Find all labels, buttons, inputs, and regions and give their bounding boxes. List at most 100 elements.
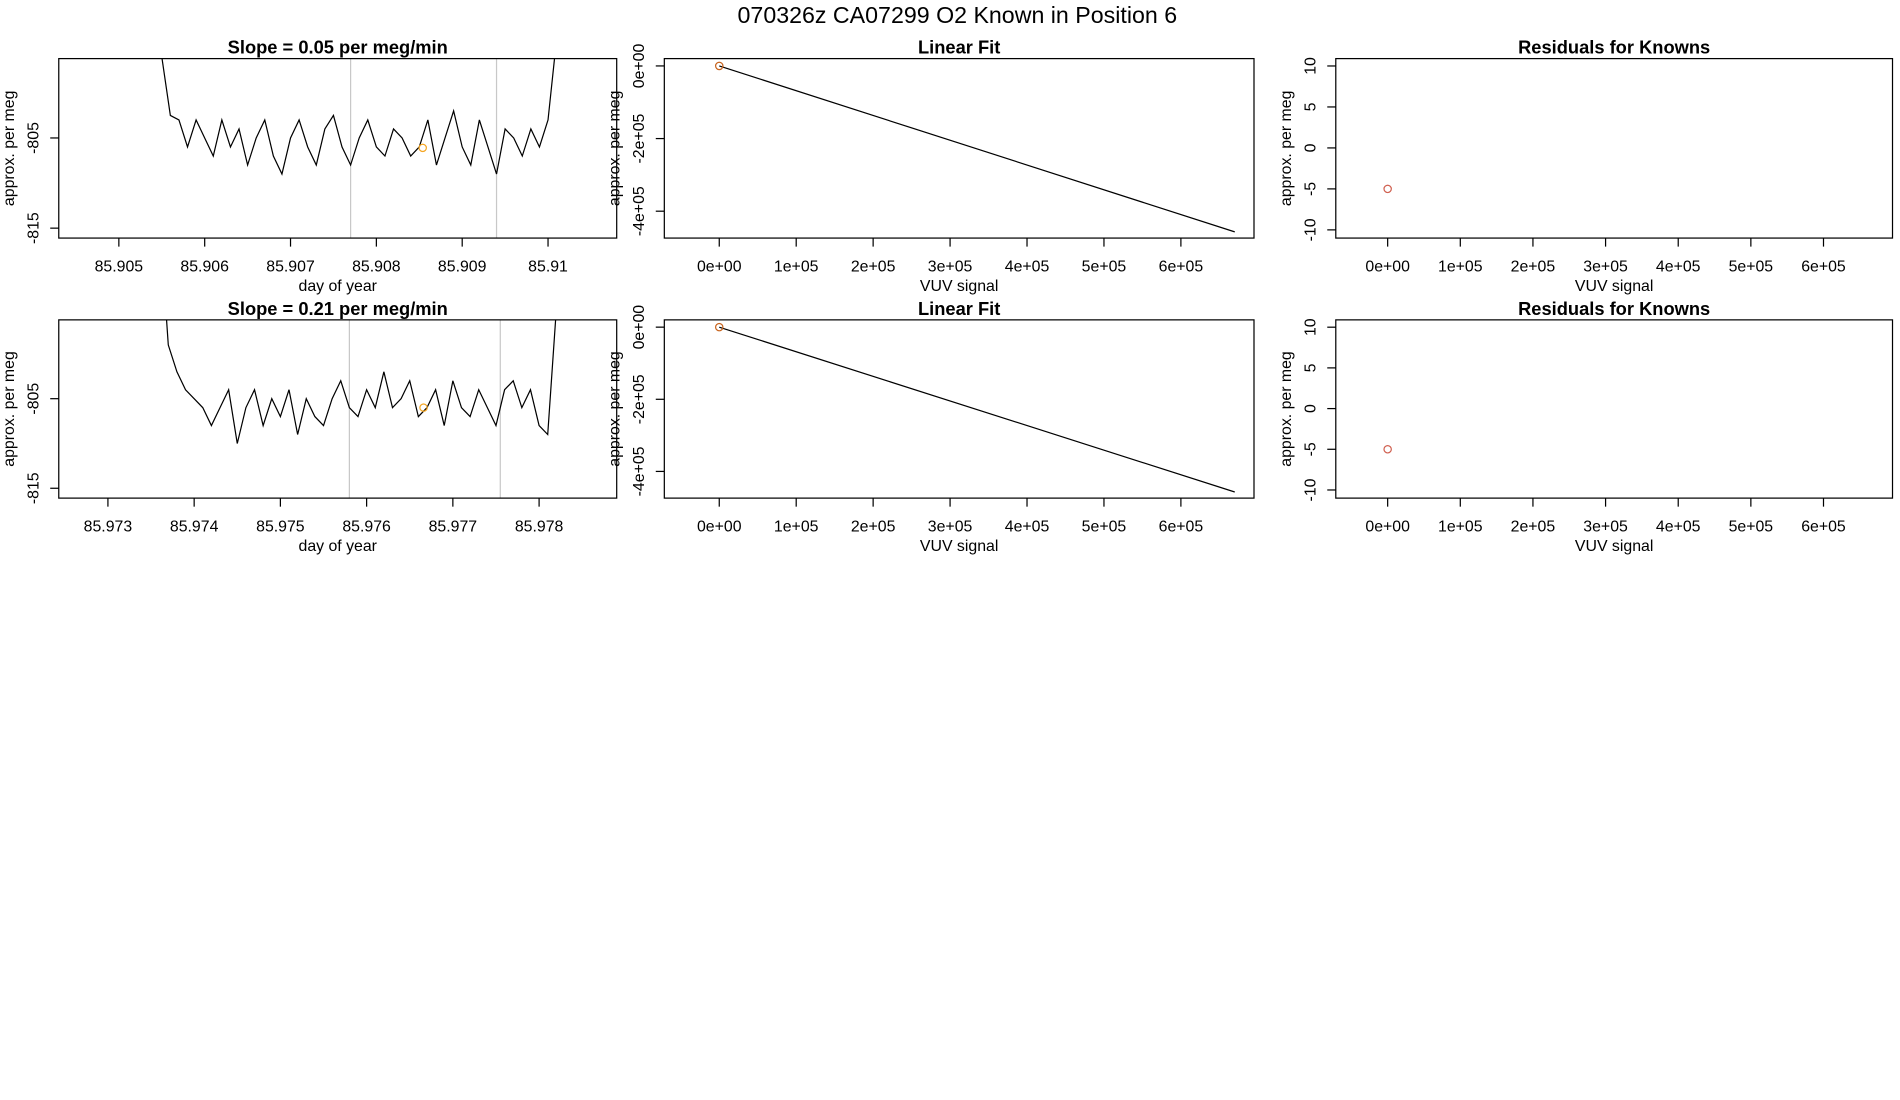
y-axis-label: approx. per meg: [1, 351, 18, 466]
x-tick-label: 0e+00: [697, 259, 742, 276]
plot-area: [714, 61, 1235, 233]
x-axis-label: VUV signal: [920, 538, 998, 555]
plot-area: [161, 58, 556, 239]
x-tick-label: 2e+05: [1511, 259, 1556, 276]
y-tick-label: -815: [26, 212, 43, 244]
line: [161, 58, 556, 176]
point: [1383, 184, 1392, 194]
chart-title: Slope = 0.05 per meg/min: [228, 37, 448, 58]
x-tick-label: 85.905: [95, 259, 144, 276]
y-tick-label: -10: [1303, 218, 1320, 241]
y-tick-label: 10: [1303, 318, 1320, 336]
x-axis-label: VUV signal: [1575, 278, 1653, 295]
y-axis-label: approx. per meg: [1278, 351, 1295, 466]
x-tick-label: 85.909: [438, 259, 487, 276]
x-tick-label: 4e+05: [1005, 259, 1050, 276]
y-tick-label: -5: [1303, 442, 1320, 456]
panel: Residuals for Knowns VUV signal approx. pe…: [1278, 37, 1894, 295]
chart-title: Residuals for Knowns: [1518, 37, 1710, 58]
x-tick-label: 85.974: [170, 519, 219, 536]
plot-frame: [58, 57, 618, 239]
x-tick-label: 85.978: [515, 519, 564, 536]
y-axis-label: approx. per meg: [607, 351, 624, 466]
point: [419, 403, 428, 412]
point: [418, 143, 427, 153]
plot-frame: [1335, 57, 1894, 239]
x-tick-label: 0e+00: [1365, 519, 1410, 536]
plot-area: [1383, 184, 1392, 194]
x-tick-label: 0e+00: [697, 519, 742, 536]
panel: Slope = 0.05 per meg/min day of year appro…: [1, 37, 618, 295]
line: [719, 65, 1235, 233]
x-tick-label: 1e+05: [774, 519, 819, 536]
x-tick-label: 4e+05: [1656, 259, 1701, 276]
y-tick-label: -4e+05: [631, 186, 648, 236]
x-tick-label: 85.906: [180, 259, 229, 276]
y-tick-label: -805: [26, 383, 43, 415]
plot-frame: [663, 319, 1255, 499]
x-tick-label: 0e+00: [1365, 259, 1410, 276]
x-axis-label: VUV signal: [920, 278, 998, 295]
line: [165, 319, 557, 444]
x-tick-label: 5e+05: [1082, 519, 1127, 536]
panel: Linear Fit VUV signal approx. per meg 0e+00…: [607, 37, 1255, 295]
y-tick-label: -805: [26, 122, 43, 154]
plot-area: [1383, 445, 1392, 454]
y-tick-label: 0: [1303, 404, 1320, 413]
y-tick-label: 0e+00: [631, 43, 648, 88]
x-tick-label: 85.976: [342, 519, 391, 536]
y-tick-label: 5: [1303, 102, 1320, 111]
x-tick-label: 85.91: [528, 259, 568, 276]
plot-frame: [1335, 319, 1894, 499]
x-tick-label: 85.907: [266, 259, 315, 276]
y-axis-label: approx. per meg: [607, 91, 624, 206]
chart-title: Residuals for Knowns: [1518, 298, 1710, 319]
point: [714, 322, 724, 332]
y-tick-label: -10: [1303, 478, 1320, 501]
x-tick-label: 2e+05: [1511, 519, 1556, 536]
x-axis-label: day of year: [299, 278, 378, 295]
figure-title: 070326z CA07299 O2 Known in Position 6: [738, 2, 1178, 28]
panel: Linear Fit VUV signal approx. per meg 0e+00…: [607, 298, 1255, 555]
panel: Residuals for Knowns VUV signal approx. pe…: [1278, 298, 1894, 555]
x-tick-label: 3e+05: [928, 259, 973, 276]
x-tick-label: 3e+05: [1583, 259, 1628, 276]
x-tick-label: 4e+05: [1656, 519, 1701, 536]
chart-title: Linear Fit: [918, 298, 1000, 319]
x-tick-label: 4e+05: [1005, 519, 1050, 536]
point: [714, 61, 724, 71]
x-tick-label: 5e+05: [1729, 519, 1774, 536]
x-tick-label: 6e+05: [1801, 259, 1846, 276]
chart-title: Linear Fit: [918, 37, 1000, 58]
y-tick-label: 5: [1303, 363, 1320, 372]
y-axis-label: approx. per meg: [1, 91, 18, 206]
y-tick-label: -2e+05: [631, 113, 648, 163]
x-tick-label: 85.908: [352, 259, 401, 276]
x-axis-label: day of year: [299, 538, 378, 555]
y-tick-label: 0: [1303, 143, 1320, 152]
y-axis-label: approx. per meg: [1278, 91, 1295, 206]
point: [1383, 445, 1392, 454]
x-tick-label: 5e+05: [1729, 259, 1774, 276]
line: [719, 326, 1235, 493]
chart-title: Slope = 0.21 per meg/min: [228, 298, 448, 319]
y-tick-label: -5: [1303, 182, 1320, 196]
x-tick-label: 3e+05: [928, 519, 973, 536]
plot-area: [165, 319, 557, 499]
x-tick-label: 85.975: [256, 519, 305, 536]
x-tick-label: 85.973: [84, 519, 133, 536]
y-tick-label: 10: [1303, 57, 1320, 75]
x-tick-label: 1e+05: [774, 259, 819, 276]
plot-area: [714, 322, 1235, 493]
x-tick-label: 6e+05: [1159, 519, 1204, 536]
plot-frame: [58, 319, 618, 499]
panel: Slope = 0.21 per meg/min day of year appro…: [1, 298, 618, 555]
x-tick-label: 6e+05: [1801, 519, 1846, 536]
y-tick-label: -815: [26, 472, 43, 504]
x-tick-label: 2e+05: [851, 519, 896, 536]
y-tick-label: -2e+05: [631, 374, 648, 424]
x-tick-label: 6e+05: [1159, 259, 1204, 276]
x-tick-label: 2e+05: [851, 259, 896, 276]
